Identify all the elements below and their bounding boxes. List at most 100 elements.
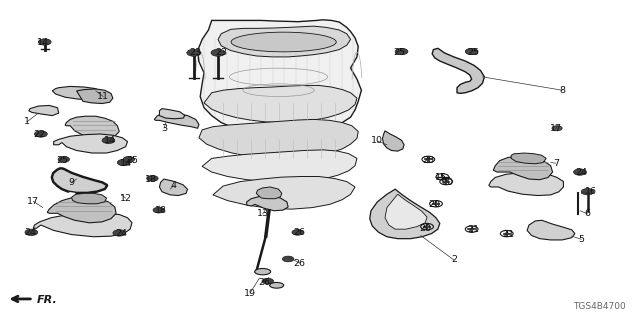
Text: 7: 7 xyxy=(553,159,559,168)
Text: FR.: FR. xyxy=(36,295,57,305)
Circle shape xyxy=(504,232,509,235)
Polygon shape xyxy=(72,193,106,204)
Polygon shape xyxy=(489,173,563,196)
Text: 23: 23 xyxy=(215,48,227,57)
Polygon shape xyxy=(52,169,106,192)
Text: 3: 3 xyxy=(161,124,167,133)
Circle shape xyxy=(58,156,70,162)
Text: 25: 25 xyxy=(467,48,479,57)
Text: 4: 4 xyxy=(170,181,177,190)
Circle shape xyxy=(465,48,478,55)
Text: 2: 2 xyxy=(451,255,457,264)
Text: 21: 21 xyxy=(502,230,514,239)
Text: 26: 26 xyxy=(294,228,306,237)
Text: 11: 11 xyxy=(97,92,109,101)
Text: 24: 24 xyxy=(575,168,588,177)
Text: 15: 15 xyxy=(435,173,447,182)
Circle shape xyxy=(433,203,438,205)
Polygon shape xyxy=(246,196,288,211)
Circle shape xyxy=(102,137,115,143)
Polygon shape xyxy=(256,187,282,199)
Polygon shape xyxy=(159,108,185,119)
Polygon shape xyxy=(52,86,102,100)
Text: 22: 22 xyxy=(34,130,45,139)
Circle shape xyxy=(38,39,51,45)
Text: 14: 14 xyxy=(104,136,116,146)
Polygon shape xyxy=(47,196,116,223)
Polygon shape xyxy=(33,213,132,237)
Polygon shape xyxy=(29,105,59,116)
Text: 14: 14 xyxy=(37,38,49,47)
Text: 24: 24 xyxy=(115,229,127,238)
Polygon shape xyxy=(199,119,358,159)
Text: 17: 17 xyxy=(28,197,39,206)
Circle shape xyxy=(35,131,47,137)
Circle shape xyxy=(262,278,273,284)
Text: 13: 13 xyxy=(257,209,269,219)
Circle shape xyxy=(123,156,134,162)
Text: 24: 24 xyxy=(24,228,36,237)
Polygon shape xyxy=(385,194,427,229)
Circle shape xyxy=(292,229,303,235)
Circle shape xyxy=(25,229,38,236)
Polygon shape xyxy=(527,220,575,240)
Circle shape xyxy=(187,49,201,56)
Text: 21: 21 xyxy=(467,225,479,234)
Polygon shape xyxy=(204,85,357,123)
Polygon shape xyxy=(213,177,355,209)
Polygon shape xyxy=(432,48,484,93)
Circle shape xyxy=(113,230,125,236)
Polygon shape xyxy=(198,20,362,132)
Circle shape xyxy=(153,207,164,213)
Text: 6: 6 xyxy=(584,209,591,219)
Text: 12: 12 xyxy=(120,194,132,203)
Text: 18: 18 xyxy=(155,206,166,215)
Text: 26: 26 xyxy=(294,259,306,268)
Circle shape xyxy=(424,225,429,228)
Circle shape xyxy=(469,228,474,230)
Polygon shape xyxy=(65,116,119,139)
Polygon shape xyxy=(202,150,357,182)
Polygon shape xyxy=(218,26,351,57)
Ellipse shape xyxy=(269,283,284,288)
Text: 20: 20 xyxy=(419,224,431,233)
Circle shape xyxy=(282,256,294,262)
Text: 25: 25 xyxy=(56,156,68,164)
Polygon shape xyxy=(159,179,188,196)
Circle shape xyxy=(573,169,586,175)
Text: 25: 25 xyxy=(394,48,406,57)
Text: 20: 20 xyxy=(429,200,441,209)
Text: 9: 9 xyxy=(68,178,74,187)
Text: 1: 1 xyxy=(24,117,30,126)
Circle shape xyxy=(395,48,408,55)
Text: 10: 10 xyxy=(371,136,383,146)
Text: 8: 8 xyxy=(559,86,565,95)
Circle shape xyxy=(581,188,594,195)
Circle shape xyxy=(117,159,130,166)
Text: 17: 17 xyxy=(550,124,562,133)
Ellipse shape xyxy=(231,32,336,52)
Circle shape xyxy=(426,158,431,161)
Polygon shape xyxy=(383,131,404,151)
Polygon shape xyxy=(77,89,113,104)
Text: 16: 16 xyxy=(585,187,597,196)
Text: 18: 18 xyxy=(145,174,157,184)
Text: 26: 26 xyxy=(258,278,270,287)
Ellipse shape xyxy=(255,268,271,275)
Circle shape xyxy=(211,49,225,56)
Text: 5: 5 xyxy=(579,235,584,244)
Text: 20: 20 xyxy=(442,178,454,187)
Polygon shape xyxy=(511,153,546,164)
Polygon shape xyxy=(493,156,552,180)
Text: TGS4B4700: TGS4B4700 xyxy=(573,302,626,311)
Text: 20: 20 xyxy=(422,156,435,164)
Text: 25: 25 xyxy=(126,156,138,164)
Text: 14: 14 xyxy=(120,159,132,168)
Text: 23: 23 xyxy=(189,48,202,57)
Text: 19: 19 xyxy=(244,289,256,298)
Circle shape xyxy=(147,176,158,181)
Polygon shape xyxy=(154,113,199,128)
Circle shape xyxy=(444,180,449,183)
Polygon shape xyxy=(54,134,127,153)
Circle shape xyxy=(552,126,562,131)
